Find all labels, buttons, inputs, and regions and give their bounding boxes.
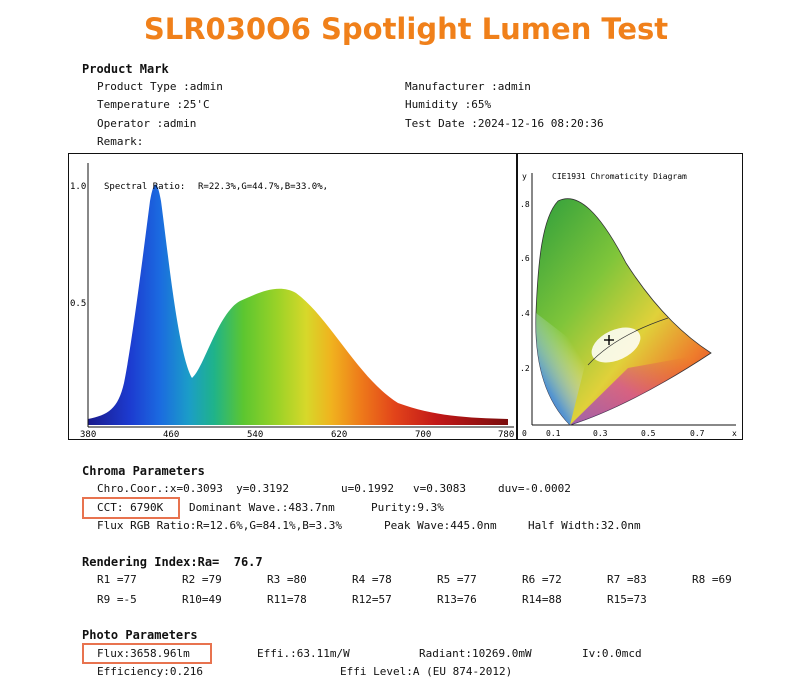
spectrum-curve	[88, 184, 508, 425]
cct-value: CCT: 6790K	[97, 501, 164, 514]
ri-value: R3 =80	[267, 573, 307, 586]
temperature: Temperature :25'C	[97, 98, 210, 111]
planckian-locus	[587, 317, 669, 366]
effi-value: Effi.:63.11m/W	[257, 647, 350, 660]
radiant-value: Radiant:10269.0mW	[419, 647, 532, 660]
manufacturer: Manufacturer :admin	[405, 80, 531, 93]
spectrum-chart: 1.0 0.5 Spectral Ratio: R=22.3%,G=44.7%,…	[70, 163, 514, 440]
ri-value: R14=88	[522, 593, 562, 606]
x-tick: 700	[415, 430, 431, 440]
iv-value: Iv:0.0mcd	[582, 647, 642, 660]
cie-y-tick: .6	[520, 254, 530, 263]
peak-wave: Peak Wave:445.0nm	[384, 519, 497, 532]
cie-x-tick: 0.7	[690, 429, 705, 438]
operator: Operator :admin	[97, 117, 197, 130]
report-title: SLR030O6 Spotlight Lumen Test	[143, 12, 669, 46]
spectrum-y-tick-05: 0.5	[70, 299, 86, 309]
ri-value: R6 =72	[522, 573, 562, 586]
flux-value: Flux:3658.96lm	[97, 647, 190, 660]
ri-value: R2 =79	[182, 573, 222, 586]
x-tick: 620	[331, 430, 347, 440]
cie-chart: y CIE1931 Chromaticity Diagram .8 .6 .4 …	[520, 172, 737, 438]
test-date: Test Date :2024-12-16 08:20:36	[405, 117, 604, 130]
ri-value: R11=78	[267, 593, 307, 606]
ri-value: R15=73	[607, 593, 647, 606]
flux-rgb-ratio: Flux RGB Ratio:R=12.6%,G=84.1%,B=3.3%	[97, 519, 343, 532]
ri-value: R5 =77	[437, 573, 477, 586]
cie-x-axis-label: x	[732, 429, 737, 438]
white-point-region	[591, 327, 641, 363]
cie-y-tick: .8	[520, 200, 530, 209]
ri-value: R1 =77	[97, 573, 137, 586]
chromaticity-blue-region	[535, 313, 588, 425]
ri-value: R7 =83	[607, 573, 647, 586]
ri-value: R13=76	[437, 593, 477, 606]
cie-x-tick: 0.3	[593, 429, 608, 438]
charts-frame	[68, 153, 743, 440]
chroma-v: v=0.3083	[413, 482, 466, 495]
cie-x-tick: 0.1	[546, 429, 561, 438]
efficiency-value: Efficiency:0.216	[97, 665, 203, 678]
dominant-wave: Dominant Wave.:483.7nm	[189, 501, 335, 514]
chroma-duv: duv=-0.0002	[498, 482, 571, 495]
cie-x-tick: 0.5	[641, 429, 656, 438]
x-tick: 380	[80, 430, 96, 440]
chromaticity-magenta-region	[570, 353, 711, 425]
ri-value: R4 =78	[352, 573, 392, 586]
spectral-ratio-label: Spectral Ratio:	[104, 182, 185, 192]
spectrum-y-tick-1: 1.0	[70, 182, 86, 192]
x-tick: 460	[163, 430, 179, 440]
spectral-ratio-value: R=22.3%,G=44.7%,B=33.0%,	[198, 182, 328, 192]
cie-y-tick: .4	[520, 309, 530, 318]
ri-value: R8 =69	[692, 573, 732, 586]
product-type: Product Type :admin	[97, 80, 223, 93]
photo-heading: Photo Parameters	[82, 628, 198, 642]
rendering-index-heading: Rendering Index:Ra= 76.7	[82, 555, 263, 569]
ri-value: R10=49	[182, 593, 222, 606]
cct-highlight-box	[82, 497, 180, 519]
ri-value: R12=57	[352, 593, 392, 606]
cie-y-tick: .2	[520, 364, 530, 373]
chroma-coord: Chro.Coor.:x=0.3093 y=0.3192	[97, 482, 290, 495]
product-mark-heading: Product Mark	[82, 62, 169, 76]
chart-divider	[516, 153, 518, 440]
chroma-u: u=0.1992	[341, 482, 394, 495]
cie-title: CIE1931 Chromaticity Diagram	[552, 172, 687, 181]
x-tick: 540	[247, 430, 263, 440]
chroma-heading: Chroma Parameters	[82, 464, 205, 478]
effi-level: Effi Level:A (EU 874-2012)	[340, 665, 513, 678]
x-tick: 780	[498, 430, 514, 440]
purity: Purity:9.3%	[371, 501, 444, 514]
remark: Remark:	[97, 135, 144, 148]
ri-value: R9 =-5	[97, 593, 137, 606]
cie-y-axis-label: y	[522, 172, 527, 181]
flux-highlight-box	[82, 643, 212, 664]
cie-x-tick: 0	[522, 429, 527, 438]
humidity: Humidity :65%	[405, 98, 492, 111]
half-width: Half Width:32.0nm	[528, 519, 641, 532]
